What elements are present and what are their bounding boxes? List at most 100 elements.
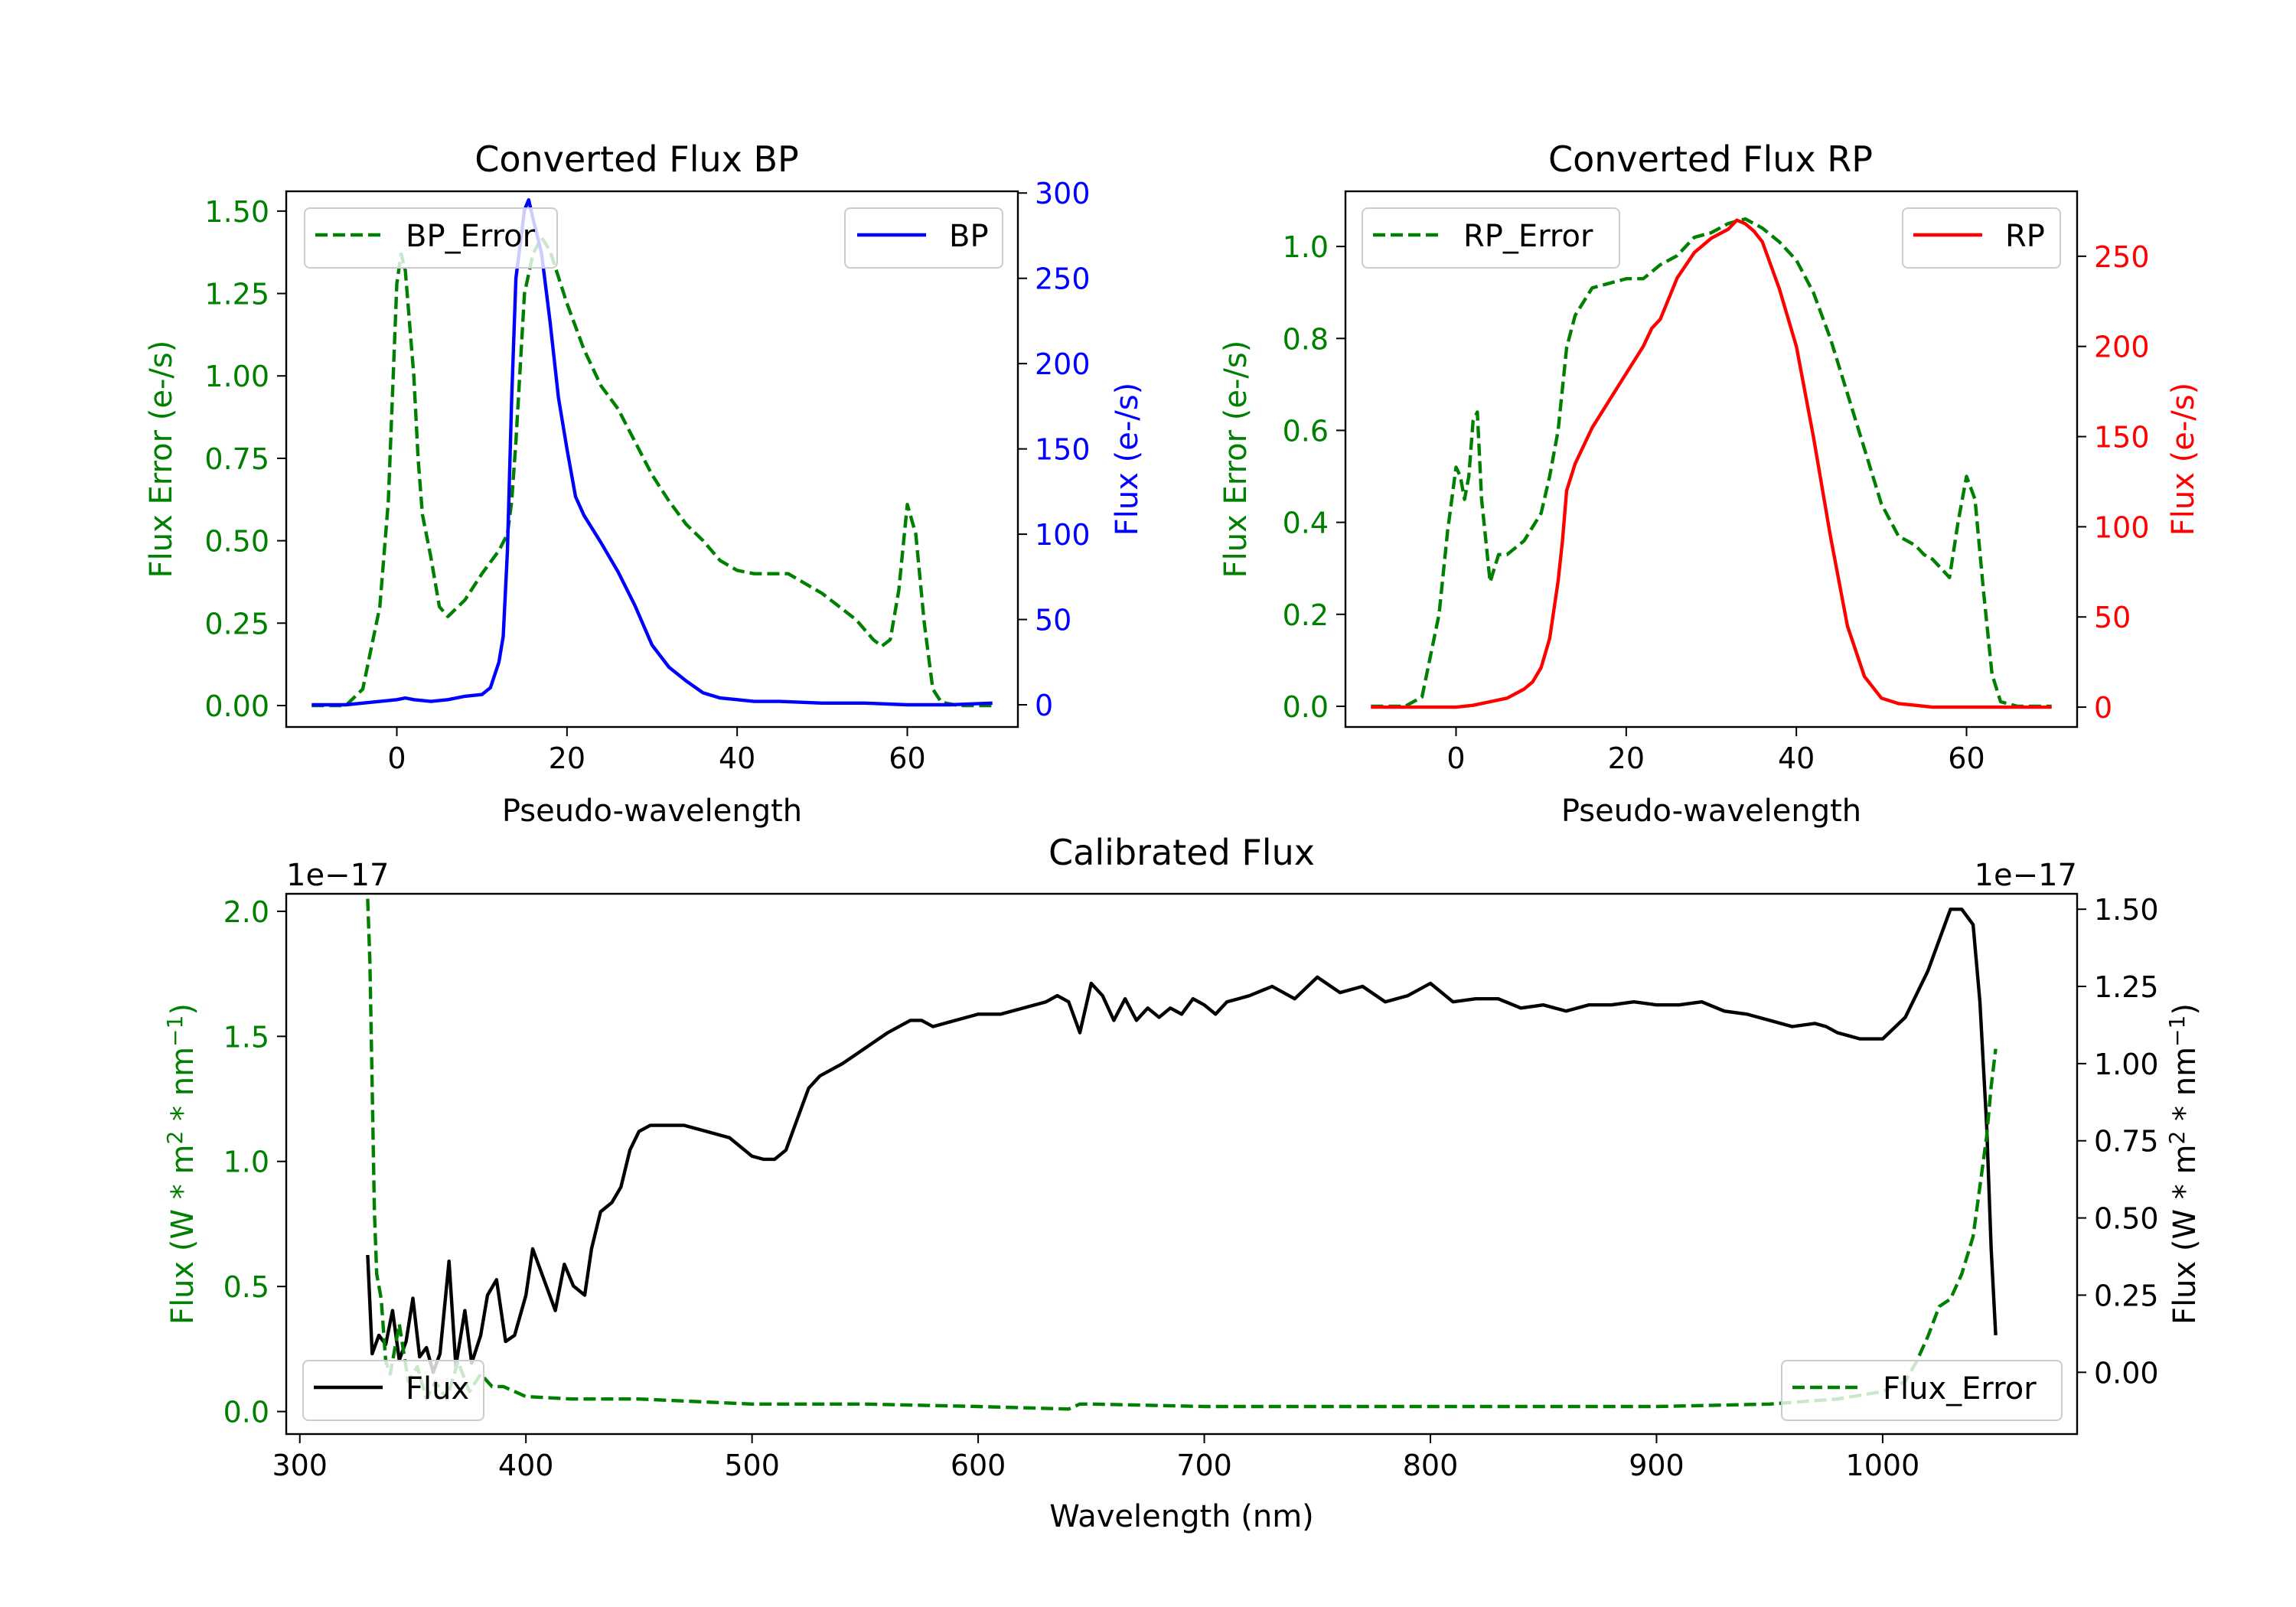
panel-bp-xlabel: Pseudo-wavelength bbox=[502, 794, 802, 829]
legend-label: RP bbox=[2005, 219, 2045, 254]
x-tick-label: 40 bbox=[1778, 742, 1815, 775]
y2-tick-label: 1.00 bbox=[2094, 1048, 2159, 1081]
y2-tick-label: 0 bbox=[2094, 691, 2112, 725]
y1-tick-label: 1.5 bbox=[223, 1020, 269, 1054]
panel-bp: Converted Flux BP 0 20 40 60 0.000.250.500.… bbox=[144, 139, 1145, 829]
panel-bp-left-ticks: 0.00 0.25 0.50 0.75 1.00 1.25 1.50 bbox=[204, 195, 286, 723]
panel-rp-y1label: Flux Error (e-/s) bbox=[1218, 341, 1254, 579]
y1-tick-label: 0.5 bbox=[223, 1270, 269, 1304]
panel-calibrated-lines bbox=[366, 898, 1998, 1411]
x-tick-label: 700 bbox=[1176, 1449, 1232, 1482]
y2-tick-label: 100 bbox=[2094, 510, 2150, 544]
legend-label: RP_Error bbox=[1463, 219, 1593, 254]
y1-tick-label: 1.25 bbox=[204, 278, 269, 311]
y1-tick-label: 1.0 bbox=[223, 1146, 269, 1179]
legend-label: BP_Error bbox=[406, 219, 536, 254]
y1-tick-label: 1.00 bbox=[204, 360, 269, 393]
x-tick-label: 600 bbox=[951, 1449, 1006, 1482]
legend-box bbox=[302, 1360, 484, 1421]
panel-bp-legend-error: BP_Error bbox=[304, 207, 558, 269]
panel-calibrated-xlabel: Wavelength (nm) bbox=[1049, 1499, 1314, 1534]
panel-calibrated-left-ticks: 0.0 0.5 1.0 1.5 2.0 bbox=[223, 895, 286, 1429]
x-tick-label: 0 bbox=[1446, 742, 1465, 775]
y1-tick-label: 0.50 bbox=[204, 525, 269, 559]
y2-tick-label: 0.25 bbox=[2094, 1279, 2159, 1312]
panel-rp-frame bbox=[1344, 190, 2079, 729]
y1-tick-label: 0.4 bbox=[1283, 507, 1329, 540]
panel-rp-legend-error: RP_Error bbox=[1362, 207, 1620, 269]
series-line-rp bbox=[1371, 218, 2052, 709]
x-tick-label: 20 bbox=[549, 742, 585, 775]
y2-tick-label: 0 bbox=[1035, 689, 1053, 722]
series-line-flux bbox=[366, 907, 1998, 1374]
x-tick-label: 800 bbox=[1403, 1449, 1459, 1482]
x-tick-label: 300 bbox=[272, 1449, 328, 1482]
y2-tick-label: 0.00 bbox=[2094, 1356, 2159, 1390]
series-line-bp-error bbox=[311, 236, 993, 708]
panel-bp-lines bbox=[311, 197, 993, 708]
y2-tick-label: 0.50 bbox=[2094, 1202, 2159, 1236]
x-tick-label: 40 bbox=[719, 742, 755, 775]
panel-bp-legend-bp: BP bbox=[844, 207, 1003, 269]
panel-calibrated-right-offset: 1e−17 bbox=[1975, 858, 2077, 893]
panel-rp-title: Converted Flux RP bbox=[1548, 139, 1873, 180]
panel-rp-left-ticks: 0.0 0.2 0.4 0.6 0.8 1.0 bbox=[1283, 230, 1345, 724]
y1-tick-label: 0.00 bbox=[204, 689, 269, 723]
panel-rp-y2label: Flux (e-/s) bbox=[2166, 383, 2201, 536]
legend-box bbox=[1781, 1360, 2063, 1421]
x-tick-label: 500 bbox=[724, 1449, 780, 1482]
panel-calibrated-left-offset: 1e−17 bbox=[286, 858, 389, 893]
panel-bp-y1label: Flux Error (e-/s) bbox=[144, 341, 179, 579]
series-line-flux-error bbox=[366, 898, 1998, 1411]
panel-calibrated-frame bbox=[285, 892, 2079, 1436]
y1-tick-label: 0.25 bbox=[204, 607, 269, 641]
legend-box bbox=[304, 207, 558, 269]
y1-tick-label: 0.75 bbox=[204, 442, 269, 476]
legend-label: Flux_Error bbox=[1883, 1371, 2037, 1407]
y2-tick-label: 1.25 bbox=[2094, 970, 2159, 1004]
panel-calibrated-y2label: Flux (W * m2 * nm−1) bbox=[2164, 1003, 2203, 1325]
x-tick-label: 60 bbox=[1948, 742, 1985, 775]
y1-tick-label: 0.2 bbox=[1283, 598, 1329, 632]
y1-tick-label: 0.6 bbox=[1283, 414, 1329, 448]
panel-calibrated: Calibrated Flux 1e−17 1e−17 300 400 500 600… bbox=[162, 832, 2203, 1534]
panel-bp-title: Converted Flux BP bbox=[475, 139, 799, 180]
y2-tick-label: 250 bbox=[2094, 240, 2150, 274]
panel-rp-xlabel: Pseudo-wavelength bbox=[1561, 794, 1861, 829]
x-tick-label: 60 bbox=[889, 742, 925, 775]
panel-bp-x-ticks: 0 20 40 60 bbox=[387, 727, 926, 775]
y2-tick-label: 100 bbox=[1035, 518, 1091, 552]
panel-calibrated-y1label: Flux (W * m2 * nm−1) bbox=[162, 1003, 201, 1325]
x-tick-label: 0 bbox=[387, 742, 406, 775]
panel-bp-frame bbox=[285, 190, 1019, 729]
y2-tick-label: 50 bbox=[1035, 604, 1071, 637]
panel-calibrated-legend-error: Flux_Error bbox=[1781, 1360, 2063, 1421]
y2-tick-label: 50 bbox=[2094, 601, 2131, 634]
series-line-rp-error bbox=[1371, 217, 2052, 709]
y1-tick-label: 1.50 bbox=[204, 195, 269, 229]
y2-tick-label: 1.50 bbox=[2094, 893, 2159, 927]
panel-rp-lines bbox=[1371, 217, 2052, 709]
panel-rp-legend-rp: RP bbox=[1902, 207, 2061, 269]
y2-tick-label: 150 bbox=[1035, 433, 1091, 467]
panel-calibrated-title: Calibrated Flux bbox=[1049, 832, 1315, 873]
x-tick-label: 1000 bbox=[1846, 1449, 1920, 1482]
x-tick-label: 900 bbox=[1629, 1449, 1684, 1482]
y1-tick-label: 0.0 bbox=[223, 1396, 269, 1429]
y2-tick-label: 300 bbox=[1035, 177, 1091, 210]
legend-box bbox=[1902, 207, 2061, 269]
y2-tick-label: 0.75 bbox=[2094, 1125, 2159, 1159]
legend-box bbox=[844, 207, 1003, 269]
panel-calibrated-right-ticks: 0.00 0.25 0.50 0.75 1.00 1.25 1.50 bbox=[2077, 893, 2159, 1390]
panel-bp-y2label: Flux (e-/s) bbox=[1110, 383, 1145, 536]
panel-calibrated-x-ticks: 300 400 500 600 700 800 900 1000 bbox=[272, 1434, 1919, 1482]
x-tick-label: 20 bbox=[1608, 742, 1645, 775]
y2-tick-label: 200 bbox=[1035, 347, 1091, 381]
panel-rp-x-ticks: 0 20 40 60 bbox=[1446, 727, 1985, 775]
y1-tick-label: 1.0 bbox=[1283, 230, 1329, 264]
panel-rp: Converted Flux RP 0 20 40 60 0.00.20.40.60.… bbox=[1218, 139, 2201, 829]
y2-tick-label: 150 bbox=[2094, 421, 2150, 455]
x-tick-label: 400 bbox=[498, 1449, 554, 1482]
panel-bp-right-ticks: 0 50 100 150 200 250 300 bbox=[1018, 177, 1091, 722]
